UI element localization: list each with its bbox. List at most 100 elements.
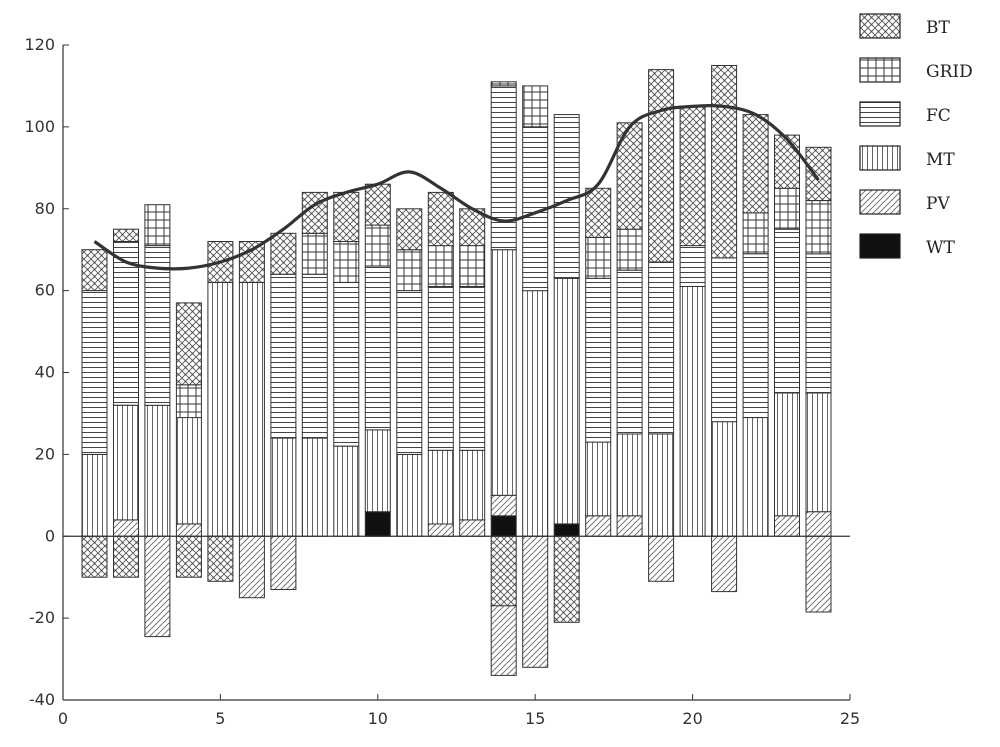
bar-bt-10 [364, 183, 391, 226]
bar-grid-8 [301, 232, 328, 275]
legend-label-bt: BT [926, 18, 950, 38]
legend-swatch-fc [859, 101, 901, 127]
bar-neg-bt-5 [207, 535, 234, 582]
bar-neg-bt-2 [113, 535, 139, 578]
bar-bt-12 [427, 191, 454, 247]
bar-bt-22 [742, 114, 769, 214]
bar-grid-11 [396, 249, 423, 292]
bar-grid-12 [427, 245, 454, 288]
bar-mt-22 [742, 417, 769, 537]
legend: BT GRID FC MT PV WT [859, 13, 973, 259]
bar-mt-10 [364, 429, 391, 513]
bar-neg-pv-21 [711, 535, 738, 593]
bar-mt-13 [459, 449, 486, 521]
bar-mt-2 [113, 404, 139, 521]
bar-mt-17 [585, 441, 612, 517]
y-tick-label: 40 [35, 363, 55, 382]
y-tick-label: -40 [29, 690, 55, 709]
load-curve-layer [93, 104, 820, 271]
bar-bt-11 [396, 208, 423, 251]
bar-bt-7 [270, 232, 297, 275]
bar-neg-pv-7 [270, 535, 297, 590]
bar-grid-3 [144, 204, 171, 247]
load-curve-line [93, 104, 820, 271]
bar-mt-4 [175, 417, 202, 525]
x-tick-label: 10 [368, 709, 388, 728]
bar-pv-14 [490, 494, 517, 517]
bar-fc-18 [616, 269, 643, 435]
bars-layer [81, 65, 832, 676]
bar-mt-16 [553, 277, 580, 525]
bar-grid-18 [616, 228, 643, 271]
legend-swatch-grid [859, 57, 901, 83]
legend-label-wt: WT [926, 238, 955, 258]
bar-grid-17 [585, 236, 612, 279]
bar-fc-17 [585, 277, 612, 443]
bar-fc-21 [711, 257, 738, 423]
bar-fc-22 [742, 253, 769, 419]
bar-fc-2 [113, 241, 139, 406]
bar-neg-pv-6 [238, 535, 265, 599]
legend-label-fc: FC [926, 106, 951, 126]
bar-mt-3 [144, 404, 171, 537]
bar-pv-24 [805, 511, 832, 537]
legend-label-pv: PV [926, 194, 950, 214]
bar-mt-9 [333, 445, 360, 537]
bar-fc-7 [270, 273, 297, 439]
bar-bt-19 [648, 69, 675, 263]
bar-pv-2 [113, 519, 139, 537]
y-tick-label: 100 [24, 117, 55, 136]
bar-bt-23 [774, 134, 800, 189]
bar-grid-10 [364, 224, 391, 267]
bar-fc-3 [144, 245, 171, 406]
y-tick-label: -20 [29, 608, 55, 627]
legend-swatch-pv [859, 189, 901, 215]
bar-mt-23 [774, 392, 800, 517]
bar-pv-12 [427, 523, 454, 537]
bar-neg-pv-14 [490, 605, 517, 676]
bar-mt-8 [301, 437, 328, 537]
bar-wt-10 [364, 511, 391, 537]
bar-fc-10 [364, 265, 391, 431]
bar-bt-9 [333, 191, 360, 242]
bar-fc-13 [459, 286, 486, 451]
bar-fc-1 [81, 290, 108, 455]
bar-fc-11 [396, 290, 423, 455]
bar-pv-13 [459, 519, 486, 537]
bar-mt-20 [679, 286, 706, 537]
bar-fc-24 [805, 253, 832, 394]
bar-grid-23 [774, 187, 800, 230]
bar-neg-pv-3 [144, 535, 171, 638]
bar-bt-24 [805, 146, 832, 202]
bar-mt-1 [81, 453, 108, 537]
bar-neg-bt-1 [81, 535, 108, 578]
y-tick-label: 20 [35, 444, 55, 463]
bar-wt-14 [490, 515, 517, 537]
y-tick-label: 0 [45, 526, 55, 545]
bar-fc-19 [648, 261, 675, 435]
bar-grid-4 [175, 384, 202, 419]
bar-mt-15 [522, 290, 549, 537]
legend-swatch-mt [859, 145, 901, 171]
bar-mt-14 [490, 249, 517, 496]
bar-grid-14 [490, 81, 517, 87]
bar-grid-15 [522, 85, 549, 128]
bar-pv-23 [774, 515, 800, 537]
bar-grid-9 [333, 241, 360, 283]
bar-wt-16 [553, 523, 580, 537]
x-tick-label: 25 [840, 709, 860, 728]
bar-mt-19 [648, 433, 675, 537]
bar-mt-24 [805, 392, 832, 513]
bar-bt-1 [81, 249, 108, 292]
bar-fc-23 [774, 228, 800, 394]
y-tick-label: 120 [24, 35, 55, 54]
legend-swatch-wt [859, 233, 901, 259]
bar-pv-4 [175, 523, 202, 537]
bar-bt-20 [679, 105, 706, 247]
y-tick-label: 80 [35, 199, 55, 218]
bar-neg-bt-14 [490, 535, 517, 607]
bar-bt-6 [238, 241, 265, 283]
bar-mt-11 [396, 453, 423, 537]
